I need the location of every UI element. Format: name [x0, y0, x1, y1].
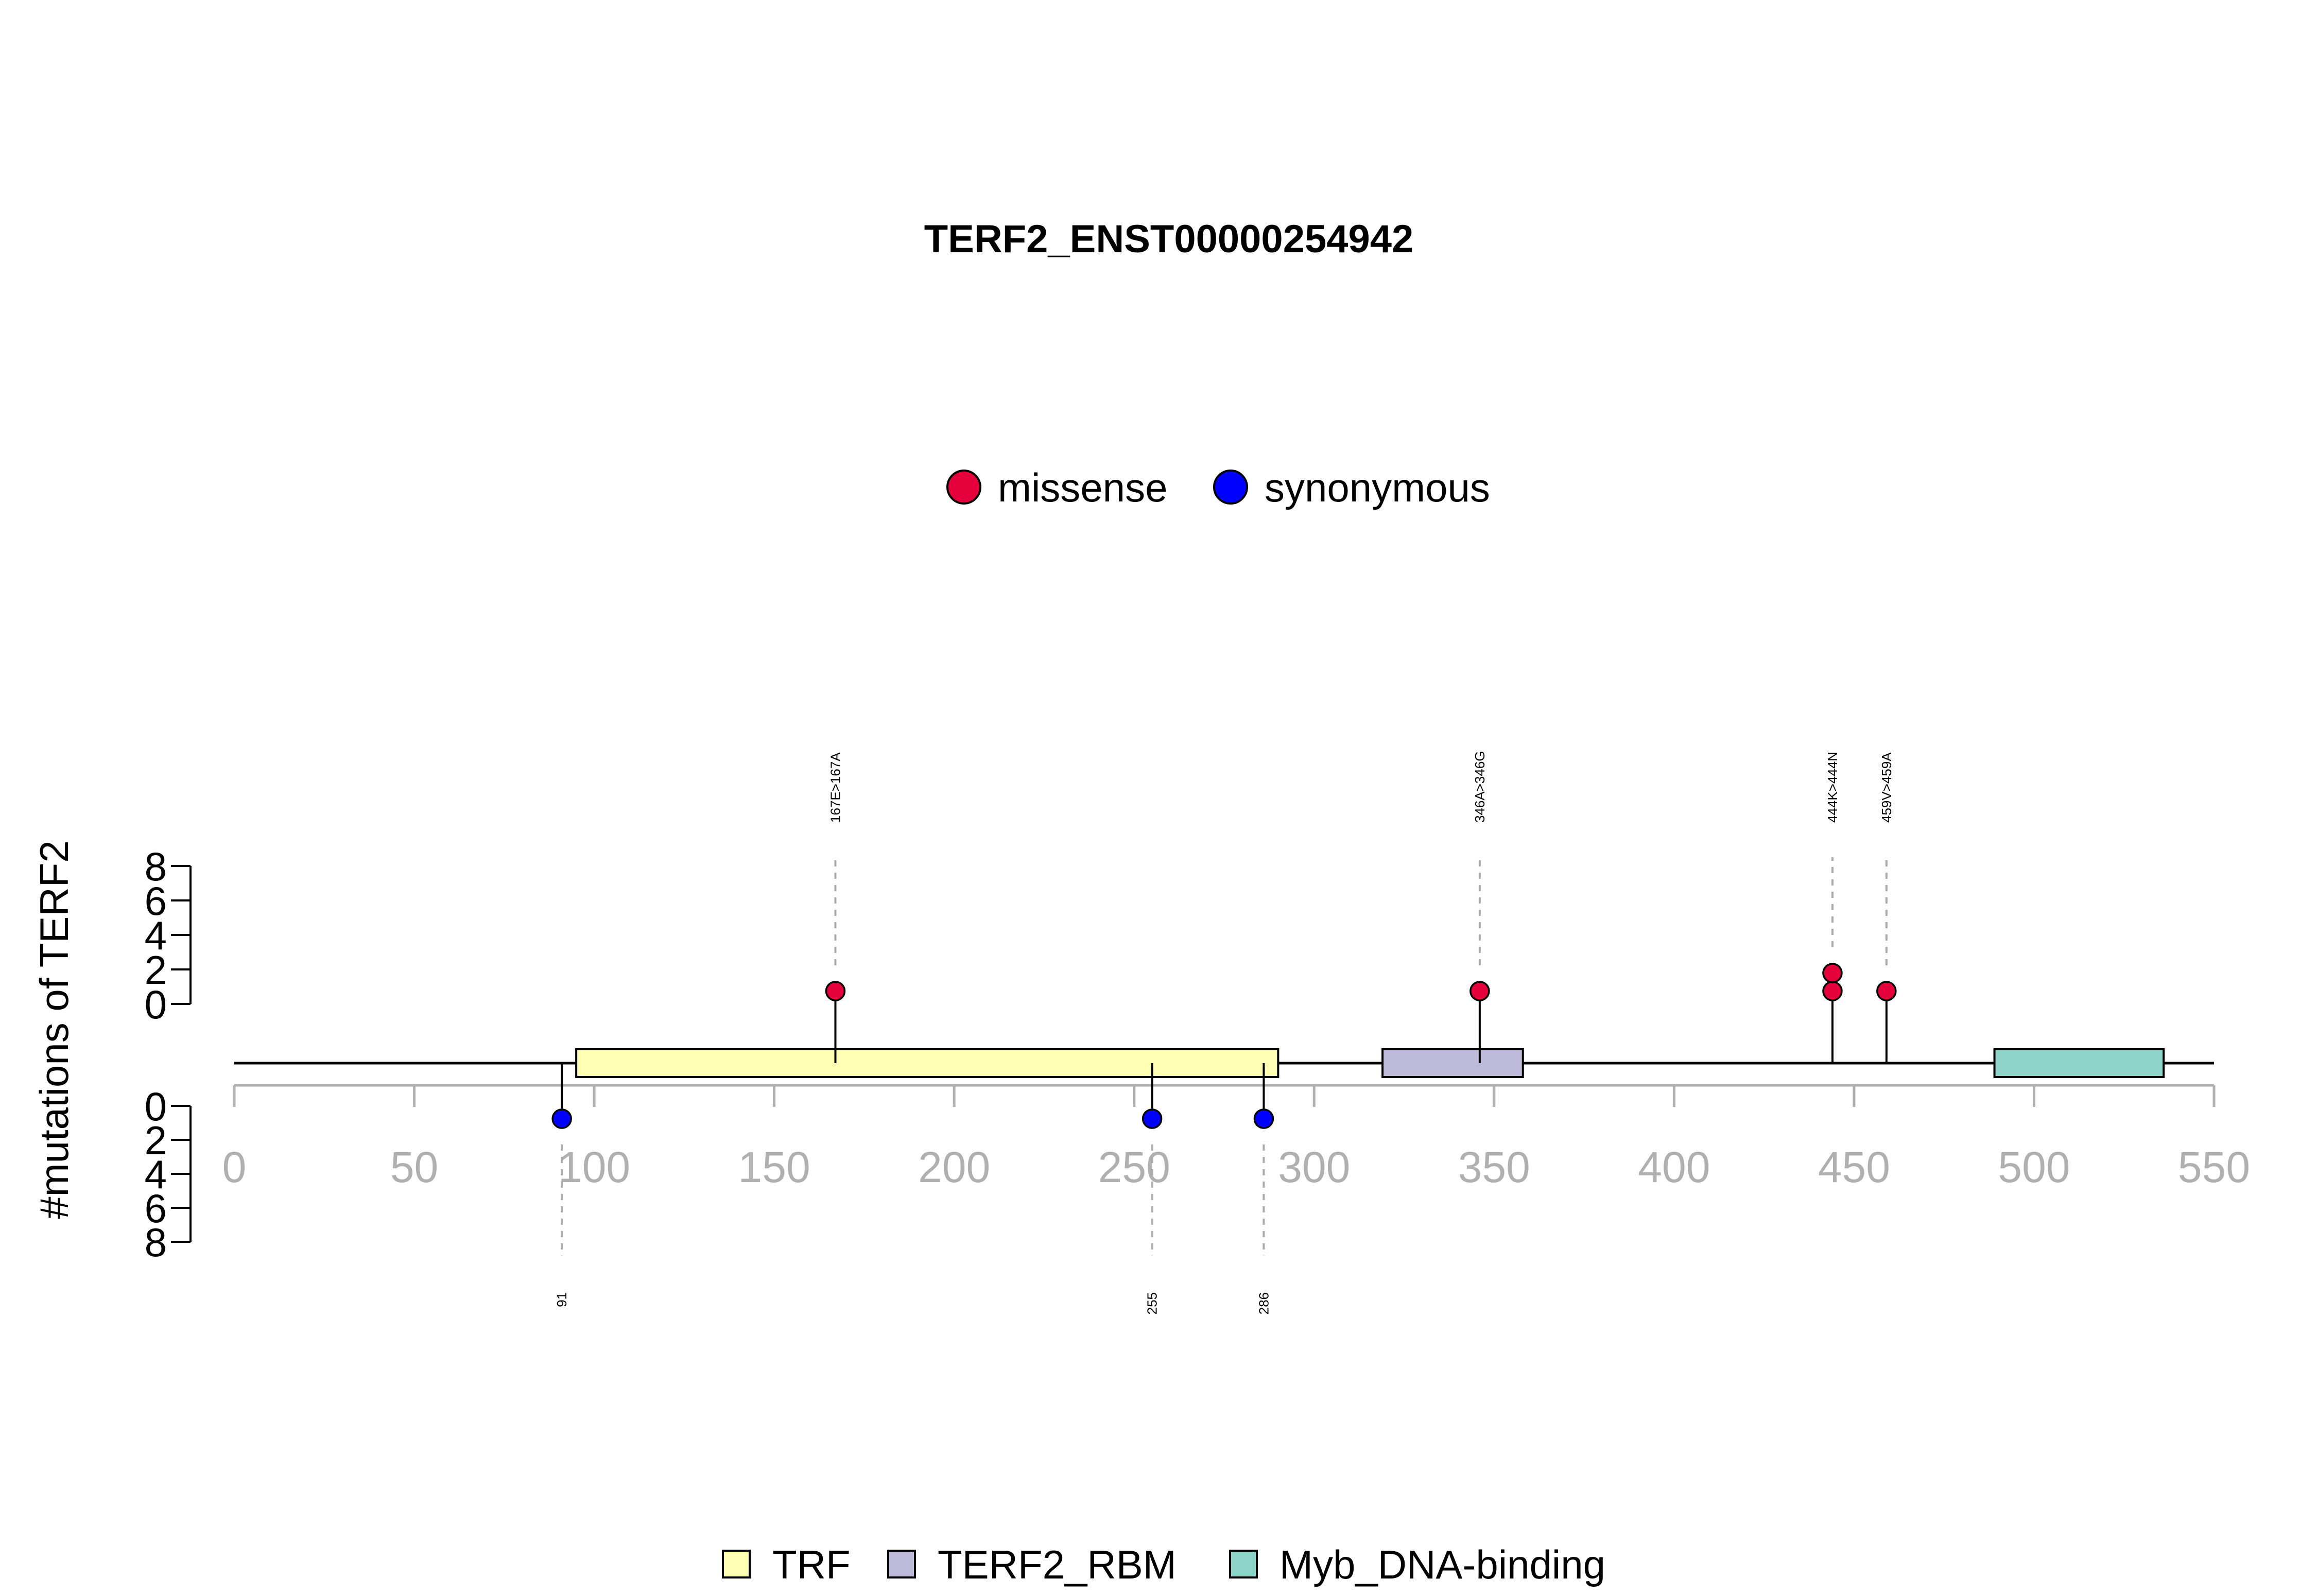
x-axis: 0 50 100 150 200 250 300 350 400 450 500 550 [222, 1084, 2250, 1191]
legend-domain-Myb_DNA-binding-label: Myb_DNA-binding [1279, 1542, 1605, 1587]
mutation-label-167: 167E>167A [827, 752, 843, 823]
legend-domain-Myb_DNA-binding-swatch [1229, 1550, 1258, 1578]
domain-Myb_DNA-binding [1993, 1048, 2165, 1078]
mutation-label-459: 459V>459A [1879, 752, 1894, 823]
y-upper-tick-label: 8 [145, 844, 167, 889]
x-tick-label: 450 [1818, 1143, 1890, 1191]
lollipop-head-167 [825, 981, 846, 1001]
x-tick-label: 0 [222, 1143, 247, 1191]
mutation-labels: 167E>167A 346A>346G 444K>444N 459V>459A 91 25… [554, 751, 1894, 1314]
y-axis-label: #mutations of TERF2 [31, 840, 77, 1219]
lollipop-head-91 [551, 1108, 572, 1129]
mutation-guide-lines [561, 857, 1888, 1256]
x-tick-label: 150 [738, 1143, 810, 1191]
lollipop-head-346 [1469, 981, 1490, 1001]
mutation-label-346: 346A>346G [1472, 751, 1488, 823]
domain-TRF [575, 1048, 1279, 1078]
y-lower-tick-label: 0 [145, 1084, 167, 1129]
lollipop-head-444 [1822, 981, 1843, 1001]
y-upper-tick-label: 0 [145, 982, 167, 1027]
mutation-label-286: 286 [1256, 1292, 1271, 1314]
lollipop-stems [561, 973, 1888, 1119]
x-tick-label: 200 [918, 1143, 990, 1191]
lollipop-head-444 [1822, 963, 1843, 983]
y-lower-tick-label: 4 [145, 1152, 167, 1197]
y-lower-tick-label: 2 [145, 1118, 167, 1163]
mutation-label-444: 444K>444N [1825, 752, 1840, 823]
lollipop-head-286 [1253, 1108, 1274, 1129]
mutation-label-255: 255 [1145, 1292, 1160, 1314]
legend-domain-TERF2_RBM-label: TERF2_RBM [938, 1542, 1177, 1587]
legend-missense-dot [946, 470, 981, 505]
x-tick-label: 50 [390, 1143, 438, 1191]
y-lower-tick-label: 6 [145, 1186, 167, 1231]
domain-TERF2_RBM [1381, 1048, 1524, 1078]
y-upper-tick-label: 2 [145, 947, 167, 993]
mutation-type-legend: missense synonymous [946, 465, 1490, 510]
legend-domain-TERF2_RBM-swatch [887, 1550, 916, 1578]
x-tick-label: 300 [1278, 1143, 1350, 1191]
x-tick-label: 350 [1458, 1143, 1530, 1191]
x-tick-label: 550 [2178, 1143, 2250, 1191]
y-upper-tick-label: 6 [145, 878, 167, 924]
y-lower-tick-label: 8 [145, 1220, 167, 1265]
x-tick-label: 400 [1638, 1143, 1710, 1191]
lollipop-heads [551, 963, 1897, 1129]
legend-synonymous-dot [1213, 470, 1248, 505]
chart-title: TERF2_ENST00000254942 [924, 217, 1414, 261]
y-upper-tick-label: 4 [145, 913, 167, 958]
mutation-label-91: 91 [554, 1292, 569, 1307]
legend-domain-TRF-label: TRF [772, 1542, 851, 1587]
protein-domains [575, 1048, 2165, 1078]
legend-synonymous-label: synonymous [1265, 465, 1490, 510]
lollipop-head-459 [1876, 981, 1897, 1001]
x-tick-label: 100 [558, 1143, 630, 1191]
legend-missense-label: missense [998, 465, 1167, 510]
domain-legend: TRF TERF2_RBM Myb_DNA-binding [722, 1542, 1605, 1587]
x-tick-label: 250 [1098, 1143, 1170, 1191]
lollipop-head-255 [1142, 1108, 1163, 1129]
x-tick-label: 500 [1998, 1143, 2070, 1191]
legend-domain-TRF-swatch [722, 1550, 751, 1578]
